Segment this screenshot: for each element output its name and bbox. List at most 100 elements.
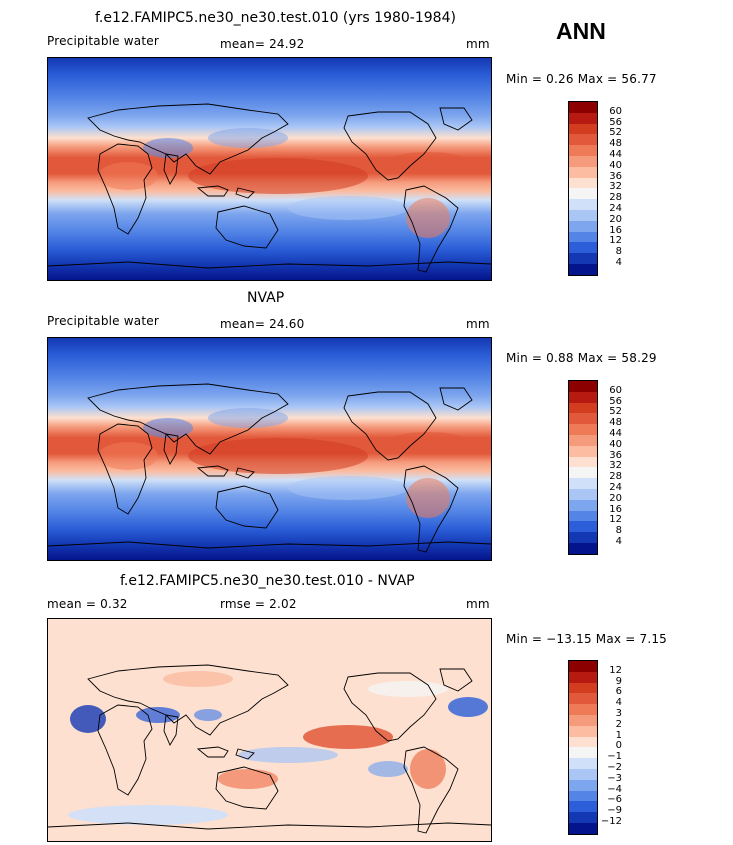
mean-label: mean= 24.92	[220, 37, 305, 51]
colorbar-tick-label: 36	[609, 449, 622, 461]
field-contour	[208, 128, 288, 148]
colorbar-tick-label: 52	[609, 127, 622, 139]
coastline	[48, 383, 491, 553]
colorbar-tick-label: 12	[609, 235, 622, 247]
minmax-label: Min = 0.26 Max = 56.77	[506, 72, 657, 86]
colorbar-swatch	[569, 467, 597, 479]
field-contour	[98, 162, 158, 190]
colorbar-tick-label: 3	[615, 708, 622, 719]
colorbar-swatch	[569, 112, 597, 124]
colorbar-swatch	[569, 123, 597, 135]
colorbar-tick-label: 44	[609, 428, 622, 439]
colorbar-swatch	[569, 434, 597, 446]
colorbar-tick-label: 0	[615, 740, 622, 752]
colorbar-swatch	[569, 155, 597, 167]
colorbar-tick-label: −1	[607, 751, 622, 763]
colorbar-swatch	[569, 456, 597, 468]
map-plot	[47, 57, 492, 281]
units-label: mm	[466, 317, 490, 331]
colorbar-swatch	[569, 381, 597, 392]
field-contour	[406, 478, 450, 518]
colorbar-swatch	[569, 661, 597, 672]
colorbar	[568, 101, 598, 276]
colorbar-tick-label: 1	[615, 729, 622, 741]
field-contour	[288, 476, 408, 500]
season-label: ANN	[556, 18, 606, 44]
diff-contour	[368, 761, 408, 777]
colorbar-swatch	[569, 790, 597, 802]
panel-title: f.e12.FAMIPC5.ne30_ne30.test.010 (yrs 19…	[95, 10, 456, 26]
colorbar	[568, 380, 598, 555]
diff-contour	[194, 709, 222, 721]
mean-label: mean= 24.60	[220, 317, 305, 331]
colorbar-swatch	[569, 413, 597, 425]
coastline	[48, 103, 491, 273]
colorbar-tick-label: 20	[609, 213, 622, 225]
diff-contour	[368, 681, 448, 697]
colorbar-tick-label: 48	[609, 138, 622, 150]
diff-contour	[410, 749, 446, 789]
colorbar-swatch	[569, 801, 597, 813]
field-contour	[143, 418, 193, 438]
colorbar-tick-label: −4	[607, 783, 622, 795]
colorbar-swatch	[569, 445, 597, 457]
colorbar-swatch	[569, 478, 597, 489]
diff-contour	[136, 707, 180, 723]
colorbar-tick-label: 48	[609, 417, 622, 429]
colorbar-swatch	[569, 510, 597, 522]
colorbar-swatch	[569, 102, 597, 113]
minmax-label: Min = −13.15 Max = 7.15	[506, 632, 668, 646]
colorbar-tick-label: 6	[615, 686, 622, 698]
field-contour	[406, 198, 450, 238]
colorbar-swatch	[569, 714, 597, 726]
colorbar-swatch	[569, 768, 597, 780]
diff-contour	[303, 725, 393, 749]
colorbar-swatch	[569, 220, 597, 232]
colorbar-swatch	[569, 134, 597, 146]
colorbar-tick-label: −9	[607, 805, 622, 817]
colorbar-tick-label: 28	[609, 471, 622, 483]
colorbar-swatch	[569, 747, 597, 759]
colorbar-tick-label: 12	[609, 514, 622, 526]
colorbar-swatch	[569, 177, 597, 189]
diff-contour	[448, 697, 488, 717]
colorbar-tick-label: 32	[609, 181, 622, 193]
colorbar-swatch	[569, 209, 597, 221]
colorbar-tick-label: 32	[609, 460, 622, 472]
colorbar-swatch	[569, 521, 597, 533]
minmax-label: Min = 0.88 Max = 58.29	[506, 351, 657, 365]
colorbar-tick-label: −2	[607, 762, 622, 773]
map-field	[48, 338, 491, 560]
colorbar-swatch	[569, 488, 597, 500]
colorbar-swatch	[569, 779, 597, 791]
colorbar-tick-label: 40	[609, 438, 622, 450]
colorbar-tick-label: 44	[609, 149, 622, 160]
colorbar-swatch	[569, 145, 597, 156]
colorbar-tick-label: 60	[609, 105, 622, 117]
colorbar-tick-label: 4	[615, 697, 622, 709]
units-label: mm	[466, 37, 490, 51]
coastline	[48, 664, 491, 834]
colorbar-tick-label: −3	[607, 772, 622, 784]
field-contour	[388, 152, 468, 172]
colorbar-swatch	[569, 822, 597, 834]
colorbar-tick-label: 8	[615, 525, 622, 537]
colorbar-tick-label: −12	[600, 816, 622, 827]
colorbar-swatch	[569, 424, 597, 435]
colorbar-tick-label: 60	[609, 384, 622, 396]
field-contour	[98, 442, 158, 470]
colorbar-swatch	[569, 402, 597, 414]
rmse-label: rmse = 2.02	[220, 597, 297, 611]
colorbar-tick-label: 16	[609, 224, 622, 236]
colorbar-swatch	[569, 758, 597, 769]
map-field	[48, 58, 491, 280]
panel-title: f.e12.FAMIPC5.ne30_ne30.test.010 - NVAP	[120, 573, 415, 589]
colorbar-swatch	[569, 242, 597, 254]
colorbar-tick-label: 24	[609, 203, 622, 214]
colorbar-swatch	[569, 532, 597, 543]
diff-contour	[68, 805, 228, 825]
units-label: mm	[466, 597, 490, 611]
colorbar-swatch	[569, 682, 597, 694]
diff-contour	[218, 769, 278, 789]
colorbar-swatch	[569, 725, 597, 737]
